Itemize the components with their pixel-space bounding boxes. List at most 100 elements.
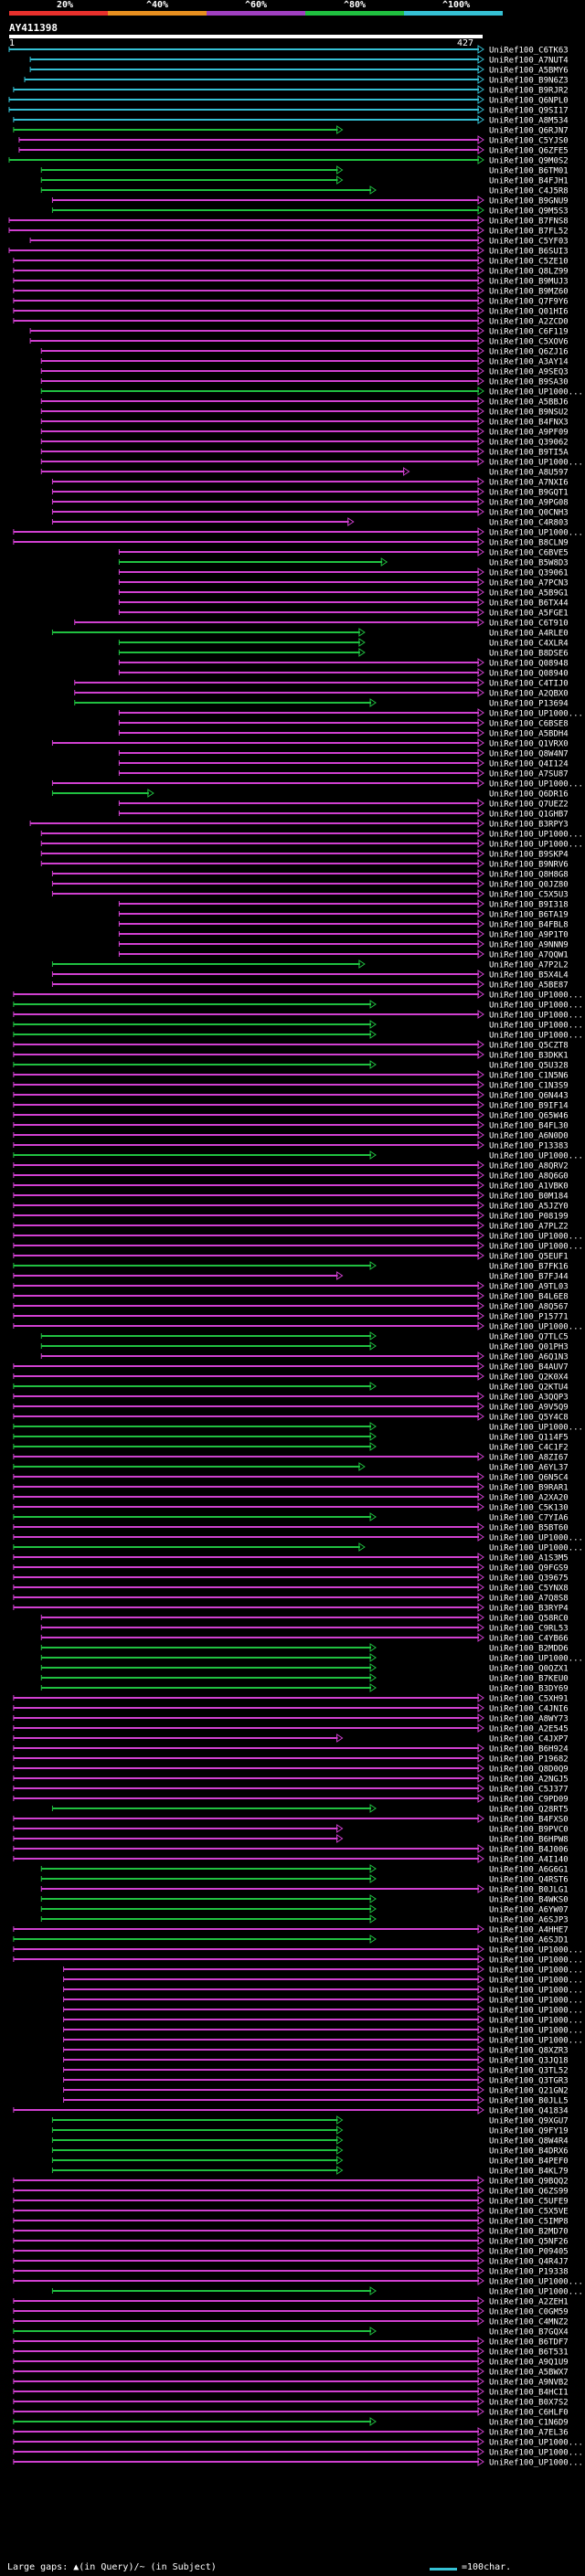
hit-label[interactable]: UniRef100_Q9FGS9 bbox=[489, 1564, 569, 1574]
hit-row[interactable]: UniRef100_C5XOV6 bbox=[29, 336, 569, 347]
hit-label[interactable]: UniRef100_B7KEU0 bbox=[489, 1675, 569, 1684]
hit-label[interactable]: UniRef100_P19682 bbox=[489, 1755, 569, 1765]
hit-label[interactable]: UniRef100_A7Q8S8 bbox=[489, 1595, 569, 1604]
hit-label[interactable]: UniRef100_Q0JZ80 bbox=[489, 881, 569, 890]
hit-row[interactable]: UniRef100_Q9XGU7 bbox=[51, 2115, 569, 2126]
hit-label[interactable]: UniRef100_UP1000... bbox=[489, 1002, 583, 1011]
hit-row[interactable]: UniRef100_Q6N5C4 bbox=[13, 1472, 569, 1483]
hit-label[interactable]: UniRef100_B4FNX3 bbox=[489, 419, 569, 428]
hit-row[interactable]: UniRef100_B6TDF7 bbox=[13, 2337, 569, 2348]
hit-row[interactable]: UniRef100_Q3TGR3 bbox=[63, 2075, 569, 2086]
hit-label[interactable]: UniRef100_A5B9G1 bbox=[489, 589, 569, 599]
hit-row[interactable]: UniRef100_A7P2L2 bbox=[51, 959, 569, 970]
hit-row[interactable]: UniRef100_B9RJR2 bbox=[13, 85, 569, 96]
hit-row[interactable]: UniRef100_C4MNZ2 bbox=[13, 2316, 569, 2327]
hit-label[interactable]: UniRef100_A6N0D0 bbox=[489, 1132, 569, 1141]
hit-label[interactable]: UniRef100_Q58RC0 bbox=[489, 1615, 569, 1624]
hit-label[interactable]: UniRef100_UP1000... bbox=[489, 1956, 583, 1966]
hit-row[interactable]: UniRef100_Q4R4J7 bbox=[13, 2256, 569, 2267]
hit-row[interactable]: UniRef100_C9PD09 bbox=[13, 1794, 569, 1805]
hit-label[interactable]: UniRef100_A8U597 bbox=[489, 469, 569, 478]
hit-row[interactable]: UniRef100_B5BT60 bbox=[13, 1522, 569, 1533]
hit-label[interactable]: UniRef100_C4J5R8 bbox=[489, 187, 569, 196]
hit-row[interactable]: UniRef100_Q01HI6 bbox=[13, 306, 569, 317]
hit-label[interactable]: UniRef100_C0GM59 bbox=[489, 2308, 569, 2317]
hit-row[interactable]: UniRef100_B3RYP4 bbox=[13, 1603, 569, 1614]
hit-label[interactable]: UniRef100_B0M184 bbox=[489, 1193, 569, 1202]
hit-label[interactable]: UniRef100_Q9BQQ2 bbox=[489, 2178, 569, 2187]
hit-label[interactable]: UniRef100_B4FBL8 bbox=[489, 921, 569, 930]
hit-label[interactable]: UniRef100_Q08940 bbox=[489, 670, 569, 679]
hit-label[interactable]: UniRef100_A5BDH4 bbox=[489, 730, 569, 739]
hit-label[interactable]: UniRef100_Q65W46 bbox=[489, 1112, 569, 1121]
hit-label[interactable]: UniRef100_Q3TGR3 bbox=[489, 2077, 569, 2086]
hit-row[interactable]: UniRef100_Q4RST6 bbox=[40, 1874, 569, 1885]
hit-label[interactable]: UniRef100_A6G6G1 bbox=[489, 1866, 569, 1875]
hit-label[interactable]: UniRef100_C5XOV6 bbox=[489, 338, 569, 347]
hit-row[interactable]: UniRef100_B9N6Z3 bbox=[24, 75, 569, 86]
hit-label[interactable]: UniRef100_B4L6E8 bbox=[489, 1293, 569, 1302]
hit-row[interactable]: UniRef100_B4L6E8 bbox=[13, 1291, 569, 1302]
hit-label[interactable]: UniRef100_A3AY14 bbox=[489, 358, 569, 367]
hit-row[interactable]: UniRef100_A8Q567 bbox=[13, 1301, 569, 1312]
hit-row[interactable]: UniRef100_B0M184 bbox=[13, 1191, 569, 1202]
hit-row[interactable]: UniRef100_UP1000... bbox=[13, 527, 583, 538]
hit-row[interactable]: UniRef100_C5YF03 bbox=[29, 236, 569, 247]
hit-label[interactable]: UniRef100_Q39675 bbox=[489, 1574, 569, 1584]
hit-label[interactable]: UniRef100_A9PF09 bbox=[489, 429, 569, 438]
hit-label[interactable]: UniRef100_B9MZ60 bbox=[489, 288, 569, 297]
hit-label[interactable]: UniRef100_A7PLZ2 bbox=[489, 1223, 569, 1232]
hit-label[interactable]: UniRef100_A4RLE0 bbox=[489, 630, 569, 639]
hit-row[interactable]: UniRef100_A4HHE7 bbox=[13, 1924, 569, 1935]
hit-row[interactable]: UniRef100_Q39675 bbox=[13, 1573, 569, 1584]
hit-label[interactable]: UniRef100_A9Q1U9 bbox=[489, 2359, 569, 2368]
hit-row[interactable]: UniRef100_Q0QZX1 bbox=[40, 1663, 569, 1674]
hit-row[interactable]: UniRef100_UP1000... bbox=[13, 2457, 583, 2468]
hit-row[interactable]: UniRef100_C1N6D9 bbox=[13, 2417, 569, 2428]
hit-label[interactable]: UniRef100_A4HHE7 bbox=[489, 1926, 569, 1935]
hit-label[interactable]: UniRef100_A9P1T0 bbox=[489, 931, 569, 940]
hit-label[interactable]: UniRef100_C7YIA6 bbox=[489, 1514, 569, 1523]
hit-row[interactable]: UniRef100_B9MUJ3 bbox=[13, 276, 569, 287]
hit-label[interactable]: UniRef100_A3QQP3 bbox=[489, 1394, 569, 1403]
hit-row[interactable]: UniRef100_B2MDD6 bbox=[40, 1643, 569, 1654]
hit-row[interactable]: UniRef100_C5XH91 bbox=[13, 1693, 569, 1704]
hit-row[interactable]: UniRef100_A9NNN9 bbox=[118, 939, 569, 950]
hit-row[interactable]: UniRef100_UP1000... bbox=[40, 1653, 583, 1664]
hit-row[interactable]: UniRef100_Q39061 bbox=[118, 567, 569, 578]
hit-label[interactable]: UniRef100_Q6ZFE5 bbox=[489, 147, 569, 156]
hit-label[interactable]: UniRef100_C5YJS0 bbox=[489, 137, 569, 146]
hit-label[interactable]: UniRef100_B9SA30 bbox=[489, 378, 569, 387]
hit-label[interactable]: UniRef100_C1N5N6 bbox=[489, 1072, 569, 1081]
hit-row[interactable]: UniRef100_A8Q6G0 bbox=[13, 1171, 569, 1182]
hit-row[interactable]: UniRef100_B5W8D3 bbox=[118, 557, 569, 568]
hit-row[interactable]: UniRef100_UP1000... bbox=[63, 2015, 583, 2026]
hit-row[interactable]: UniRef100_C4XLR4 bbox=[118, 638, 569, 649]
hit-row[interactable]: UniRef100_Q28RT5 bbox=[51, 1804, 569, 1815]
hit-label[interactable]: UniRef100_Q39062 bbox=[489, 439, 569, 448]
hit-label[interactable]: UniRef100_B9N6Z3 bbox=[489, 77, 569, 86]
hit-label[interactable]: UniRef100_UP1000... bbox=[489, 1022, 583, 1031]
hit-label[interactable]: UniRef100_A9NNN9 bbox=[489, 941, 569, 950]
hit-label[interactable]: UniRef100_Q5U328 bbox=[489, 1062, 569, 1071]
hit-label[interactable]: UniRef100_A6YL37 bbox=[489, 1464, 569, 1473]
hit-row[interactable]: UniRef100_Q3TL52 bbox=[63, 2065, 569, 2076]
hit-label[interactable]: UniRef100_UP1000... bbox=[489, 1032, 583, 1041]
hit-row[interactable]: UniRef100_UP1000... bbox=[13, 1955, 583, 1966]
hit-label[interactable]: UniRef100_B0JLL5 bbox=[489, 2097, 569, 2106]
hit-row[interactable]: UniRef100_B7FL52 bbox=[8, 226, 569, 237]
hit-label[interactable]: UniRef100_C4MNZ2 bbox=[489, 2318, 569, 2327]
hit-row[interactable]: UniRef100_A3AY14 bbox=[40, 356, 569, 367]
hit-row[interactable]: UniRef100_B7FJ44 bbox=[13, 1271, 569, 1282]
hit-label[interactable]: UniRef100_C4TIJ0 bbox=[489, 680, 569, 689]
hit-label[interactable]: UniRef100_B9IF14 bbox=[489, 1102, 569, 1111]
hit-label[interactable]: UniRef100_B8CLN9 bbox=[489, 539, 569, 548]
hit-row[interactable]: UniRef100_Q5CZT8 bbox=[13, 1040, 569, 1051]
hit-label[interactable]: UniRef100_B2MDD6 bbox=[489, 1645, 569, 1654]
hit-row[interactable]: UniRef100_B3DKK1 bbox=[13, 1050, 569, 1061]
hit-row[interactable]: UniRef100_UP1000... bbox=[63, 2025, 583, 2036]
hit-row[interactable]: UniRef100_A1S3M5 bbox=[13, 1553, 569, 1564]
hit-label[interactable]: UniRef100_C4R803 bbox=[489, 519, 569, 528]
hit-label[interactable]: UniRef100_B9RJR2 bbox=[489, 87, 569, 96]
hit-label[interactable]: UniRef100_P15771 bbox=[489, 1313, 569, 1322]
